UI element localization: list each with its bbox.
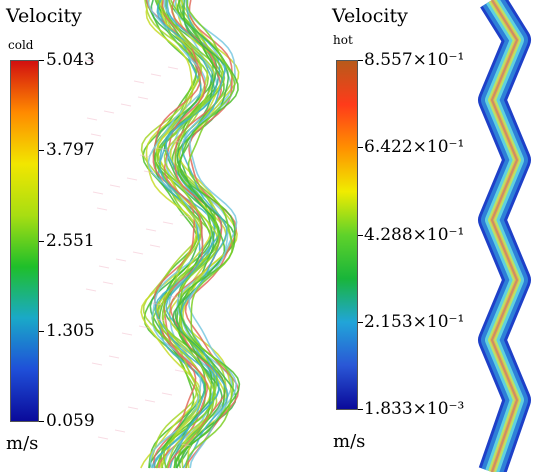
cold-tick-mark [39,421,44,422]
cold-velocity-panel: Velocity cold 5.043 3.797 2.551 1.305 0.… [6,0,241,469]
hot-tick-label: 1.833×10⁻³ [364,399,465,419]
cold-colorbar [10,60,39,422]
cold-fragment-streak [108,355,120,359]
cold-fragment-streak [92,191,104,195]
cold-streamline [157,0,208,469]
hot-tick-label: 2.153×10⁻¹ [364,312,465,332]
cold-fragment-streak [103,110,115,114]
cold-fragment-streak [161,392,173,396]
cold-fragment-streak [180,443,192,447]
cold-fragment-streak [138,325,150,329]
cold-fragment-streak [167,66,179,70]
cold-streamline [178,0,240,469]
cold-fragment-streak [91,362,103,366]
cold-streamline [151,0,206,469]
hot-unit-label: m/s [333,431,366,452]
cold-fragment-streak [132,251,144,255]
cold-streamline [175,0,241,469]
cold-fragment-streak [151,302,163,306]
cold-streamline [170,0,226,469]
cold-tick-label: 1.305 [46,321,95,341]
cold-streamline [140,0,202,469]
cold-fragment-streak [143,170,155,174]
cold-streamline [140,0,203,469]
cold-fragment-streak [97,436,109,440]
cold-streamline [185,0,236,469]
cold-fragment-streak [120,103,132,107]
hot-colorbar [336,60,358,410]
cold-fragment-streak [114,429,126,433]
cold-fragment-streak [96,207,108,211]
cold-fragment-streak [155,318,167,322]
cold-streamline [142,0,198,469]
hot-tick-mark [358,409,363,410]
hot-tick-label: 8.557×10⁻¹ [364,50,465,70]
hot-tick-mark [358,60,363,61]
cold-fragment-streak [144,399,156,403]
cold-fragment-streak [86,117,98,121]
cold-fragment-streak [162,221,174,225]
cold-streamline [151,0,200,469]
cold-tick-label: 0.059 [46,411,95,431]
cold-fragment-streak [173,140,185,144]
cold-tick-mark [39,241,44,242]
cold-fragment-streak [168,295,180,299]
cold-fragment-streak [127,406,139,410]
cold-fragment-streak [133,80,145,84]
hot-tick-mark [358,147,363,148]
cold-fragment-streak [149,244,161,248]
cold-fragment-streak [102,281,114,285]
cold-streamlines-plot [84,0,241,469]
hot-tick-label: 4.288×10⁻¹ [364,225,465,245]
cold-fragment-streak [109,184,121,188]
cold-streamline [180,0,229,469]
cold-fragment-streak [90,133,102,137]
cold-streamline [165,0,223,469]
cold-fragment-streak [98,265,110,269]
cold-legend-subtitle: cold [8,38,34,52]
cold-tick-mark [39,331,44,332]
cold-tick-mark [39,150,44,151]
hot-channel-layer [491,0,518,472]
hot-channel-plot [478,0,531,472]
cold-unit-label: m/s [6,433,39,454]
cold-streamline [173,0,226,469]
cold-tick-label: 3.797 [46,140,95,160]
hot-tick-mark [358,322,363,323]
cold-tick-mark [39,60,44,61]
cold-fragment-streak [115,258,127,262]
cold-fragment-streak [85,288,97,292]
cold-streamline [145,0,201,469]
hot-tick-label: 6.422×10⁻¹ [364,137,465,157]
cold-fragment-streak [145,228,157,232]
hot-legend-title: Velocity [332,5,408,27]
cold-fragment-streak [150,73,162,77]
hot-velocity-panel: Velocity hot 8.557×10⁻¹ 6.422×10⁻¹ 4.288… [275,0,550,472]
cold-streamline [152,0,214,469]
cold-fragment-streak [139,154,151,158]
cold-fragment-streak [137,96,149,100]
cold-legend-title: Velocity [6,5,82,27]
cold-fragment-streak [121,332,133,336]
cold-fragment-streak [179,214,191,218]
cold-fragment-streak [126,177,138,181]
cold-tick-label: 5.043 [46,50,95,70]
cold-fragment-streak [174,369,186,373]
cold-fragment-streak [84,59,96,63]
cold-tick-label: 2.551 [46,231,95,251]
hot-tick-mark [358,235,363,236]
cold-fragment-streak [156,147,168,151]
hot-legend-subtitle: hot [333,33,353,47]
